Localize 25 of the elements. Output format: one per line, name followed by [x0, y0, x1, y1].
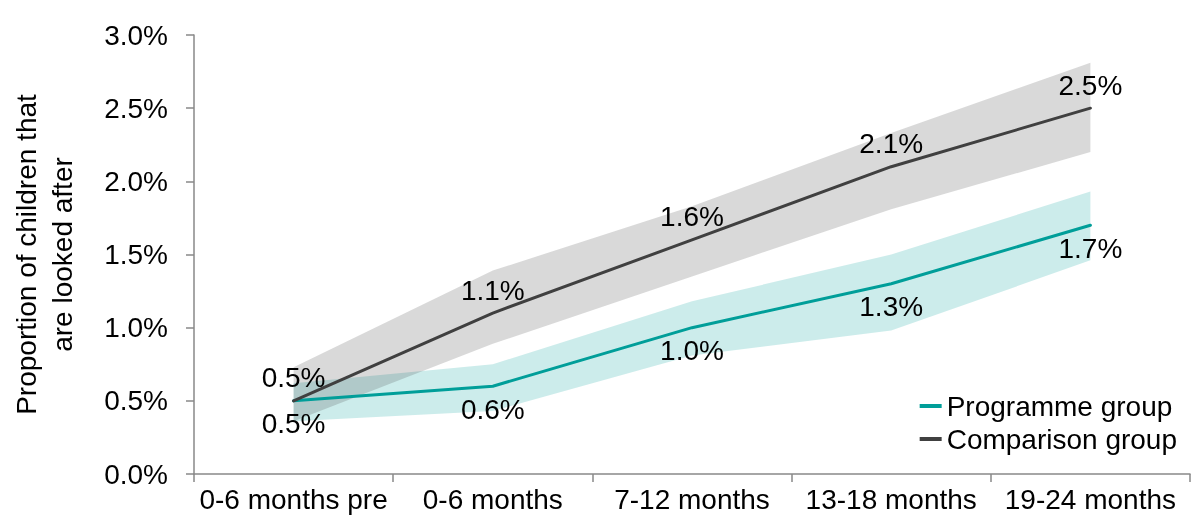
y-tick-label: 0.5% — [104, 385, 168, 417]
data-label: 1.7% — [1058, 232, 1123, 264]
data-label: 0.6% — [460, 393, 525, 425]
data-label: 2.1% — [859, 128, 924, 160]
data-label: 0.5% — [261, 408, 326, 440]
x-tick-label: 13-18 months — [805, 483, 977, 515]
x-tick-label: 19-24 months — [1004, 483, 1177, 515]
y-tick-label: 1.5% — [104, 239, 168, 270]
data-label: 1.1% — [460, 274, 525, 306]
data-label: 0.5% — [261, 362, 326, 394]
y-tick-label: 1.0% — [104, 312, 168, 344]
x-tick-label: 7-12 months — [614, 483, 770, 515]
x-tick-label: 0-6 months pre — [199, 483, 388, 515]
data-label: 2.5% — [1058, 69, 1123, 101]
y-tick-label: 2.5% — [104, 92, 168, 124]
data-label: 1.0% — [660, 335, 724, 367]
y-axis-title: Proportion of children that are looked after — [10, 93, 78, 415]
data-label: 1.3% — [859, 291, 924, 323]
y-tick-label: 0.0% — [104, 458, 168, 490]
legend-label: Comparison group — [946, 423, 1177, 455]
legend-label: Programme group — [946, 390, 1173, 422]
data-label: 1.6% — [660, 201, 724, 233]
x-tick-label: 0-6 months — [422, 483, 563, 515]
y-tick-label: 3.0% — [104, 19, 168, 51]
y-tick-label: 2.0% — [104, 165, 168, 197]
